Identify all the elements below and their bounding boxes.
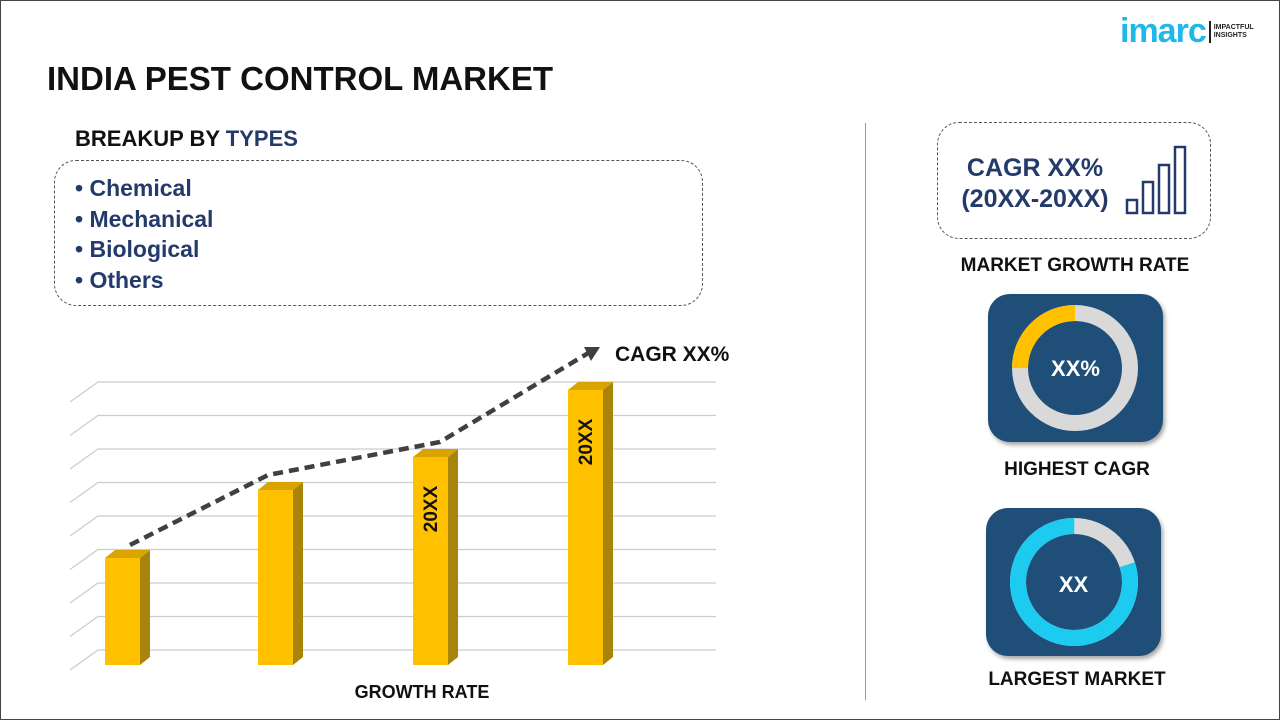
gridline — [69, 548, 716, 570]
gridline — [69, 481, 716, 503]
x-axis-label: GROWTH RATE — [354, 682, 490, 702]
bar-side — [140, 550, 150, 665]
donut-chart — [1012, 305, 1138, 431]
list-item: • Others — [75, 266, 164, 293]
growth-value: CAGR XX% (20XX-20XX) — [961, 154, 1109, 213]
bar-chart-icon — [1125, 145, 1187, 215]
gridline — [69, 381, 716, 403]
bar-side — [448, 449, 458, 665]
gridline — [69, 582, 716, 604]
logo-tagline: INSIGHTS — [1213, 31, 1247, 39]
highest-cagr-tile: XX% — [988, 294, 1163, 442]
bar-top — [568, 382, 613, 390]
bar — [568, 390, 603, 665]
bar-top — [258, 482, 303, 490]
largest-caption: LARGEST MARKET — [988, 669, 1166, 690]
donut-fill — [1012, 305, 1138, 431]
bar-side — [293, 482, 303, 665]
list-item: • Biological — [75, 236, 200, 262]
gridline — [69, 649, 716, 671]
highest-caption: HIGHEST CAGR — [1004, 459, 1150, 480]
bar-side — [603, 382, 613, 665]
donut-fill — [1010, 518, 1138, 646]
list-item: • Chemical — [75, 175, 192, 201]
divider — [865, 123, 866, 700]
chart-cagr-label: CAGR XX% — [615, 343, 730, 366]
types-list: • Chemical • Mechanical • Biological • O… — [54, 160, 703, 306]
arrow-head-icon — [584, 347, 600, 361]
gridline — [69, 414, 716, 436]
gridline — [69, 448, 716, 470]
growth-chart: 20XX 20XX — [69, 347, 716, 671]
bar — [413, 457, 448, 665]
gridline — [69, 615, 716, 637]
bar — [105, 558, 140, 665]
logo-text: imarc — [1120, 12, 1207, 50]
bar-top — [413, 449, 458, 457]
highest-value: XX% — [1051, 356, 1100, 381]
largest-market-tile: XX — [986, 508, 1161, 656]
bar-top — [105, 550, 150, 558]
imarc-logo: imarc IMPACTFUL INSIGHTS — [1120, 12, 1254, 51]
donut-chart — [1010, 518, 1138, 646]
list-item: • Mechanical — [75, 205, 214, 232]
largest-value: XX — [1058, 572, 1089, 597]
logo-tagline: IMPACTFUL — [1213, 23, 1254, 31]
breakup-heading: BREAKUP BY TYPES — [75, 126, 298, 151]
bar-label: 20XX — [576, 418, 597, 465]
growth-caption: MARKET GROWTH RATE — [960, 255, 1190, 276]
gridline — [69, 515, 716, 537]
bar — [258, 490, 293, 665]
growth-box — [937, 122, 1211, 239]
trend-line — [128, 350, 592, 548]
page-title: INDIA PEST CONTROL MARKET — [47, 60, 554, 97]
bar-label: 20XX — [421, 485, 442, 532]
